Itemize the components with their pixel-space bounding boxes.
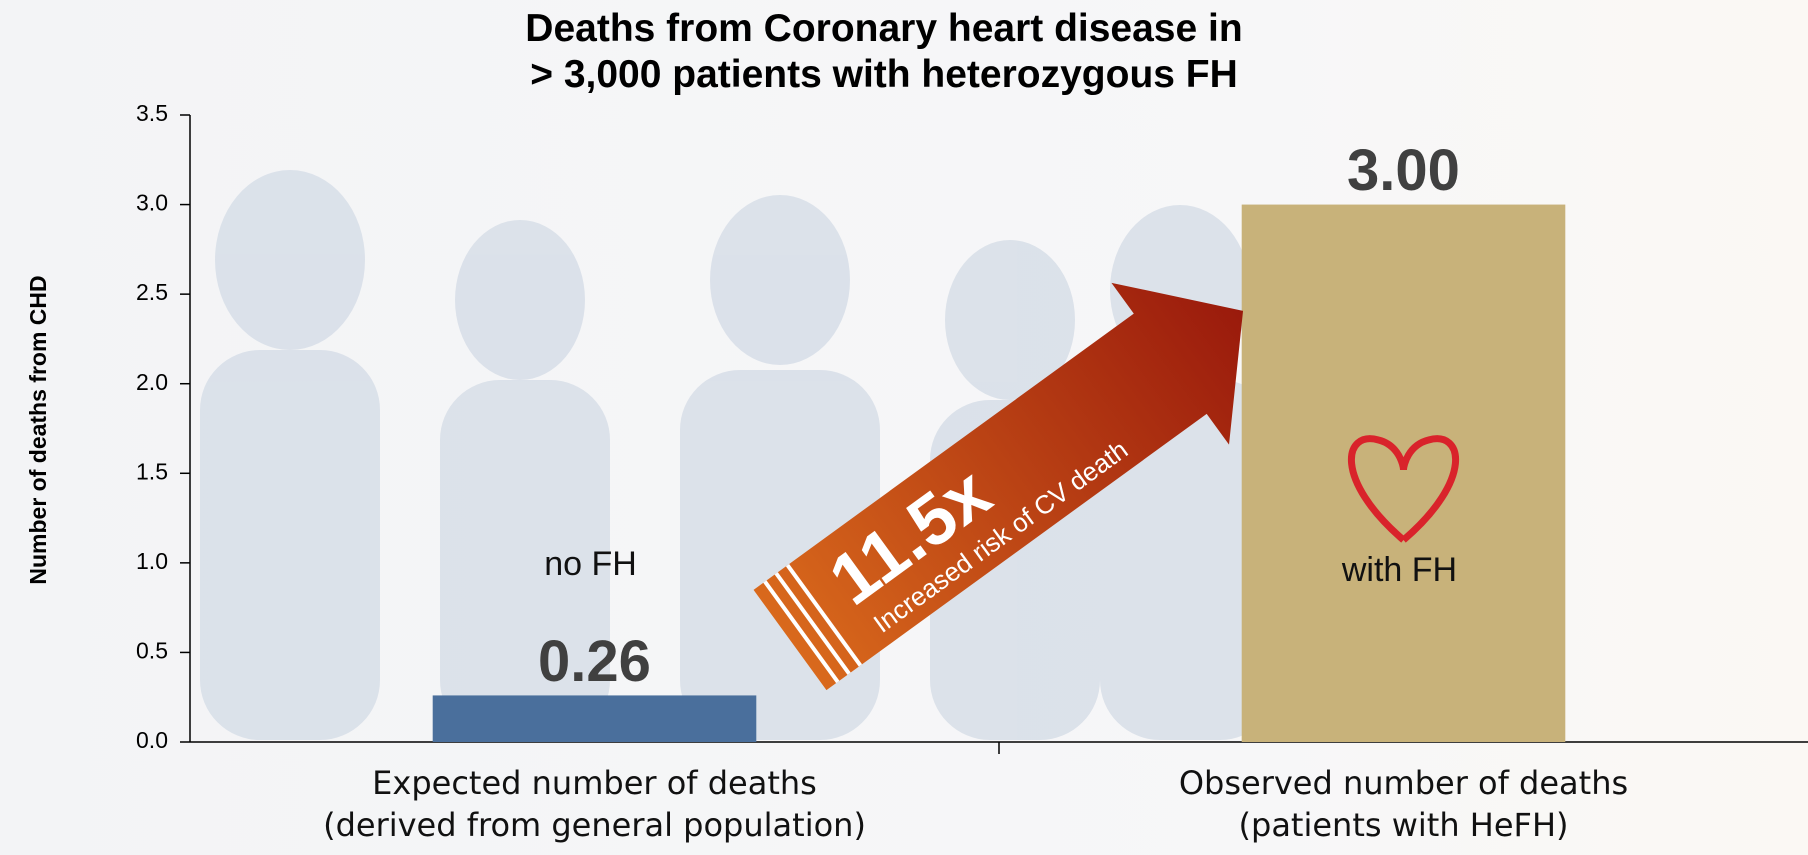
chart: Number of deaths from CHD 0.0 0.5 1.0 1.5 2.… <box>0 0 1808 855</box>
y-tick-label: 2.5 <box>136 279 168 305</box>
bar-annotation: with FH <box>1341 551 1457 589</box>
y-tick-label: 3.5 <box>136 100 168 126</box>
bar <box>433 695 757 742</box>
y-tick-label: 0.5 <box>136 638 168 664</box>
y-tick-label: 2.0 <box>136 369 168 395</box>
value-label: 0.26 <box>538 629 651 694</box>
value-label: 3.00 <box>1347 138 1460 203</box>
y-tick-label: 3.0 <box>136 190 168 216</box>
bar-annotation: no FH <box>544 545 637 583</box>
y-tick-label: 1.5 <box>136 458 168 484</box>
x-tick-label: Observed number of deaths (patients with… <box>1054 762 1754 846</box>
y-axis-title: Number of deaths from CHD <box>25 275 51 584</box>
y-tick-label: 0.0 <box>136 727 168 753</box>
x-tick-label: Expected number of deaths (derived from … <box>245 762 945 846</box>
y-tick-label: 1.0 <box>136 548 168 574</box>
bar <box>1242 205 1566 742</box>
page: Number of deaths from CHD 0.0 0.5 1.0 1.5 2.… <box>0 0 1808 855</box>
chart-title: Deaths from Coronary heart disease in > … <box>354 6 1414 98</box>
